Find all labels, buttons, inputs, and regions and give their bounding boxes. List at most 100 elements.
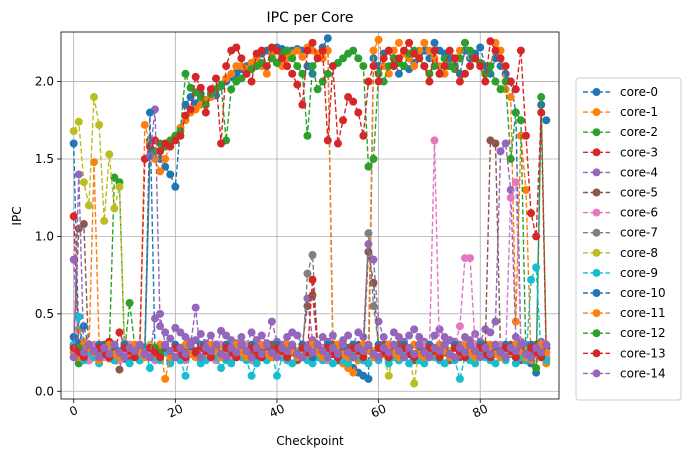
data-point: [206, 353, 215, 362]
data-point: [450, 54, 459, 63]
data-point: [293, 46, 302, 55]
data-point: [161, 162, 170, 171]
legend-label: core-3: [620, 145, 658, 159]
data-point: [521, 185, 530, 194]
data-point: [308, 250, 317, 259]
data-point: [176, 131, 185, 140]
data-point: [262, 340, 271, 349]
data-point: [74, 170, 83, 179]
legend-label: core-13: [620, 346, 666, 360]
data-point: [161, 340, 170, 349]
data-point: [339, 54, 348, 63]
data-point: [410, 325, 419, 334]
legend-marker: [592, 309, 601, 318]
data-point: [537, 108, 546, 117]
legend-marker: [592, 108, 601, 117]
data-point: [344, 93, 353, 102]
data-point: [181, 371, 190, 380]
data-point: [110, 340, 119, 349]
data-point: [521, 131, 530, 140]
data-point: [527, 209, 536, 218]
data-point: [272, 371, 281, 380]
data-point: [298, 100, 307, 109]
data-point: [145, 353, 154, 362]
data-point: [486, 350, 495, 359]
data-point: [455, 322, 464, 331]
legend-label: core-4: [620, 165, 658, 179]
data-point: [511, 108, 520, 117]
data-point: [217, 364, 226, 373]
data-point: [303, 131, 312, 140]
legend-marker: [592, 188, 601, 197]
data-point: [379, 333, 388, 342]
data-point: [211, 74, 220, 83]
data-point: [491, 77, 500, 86]
data-point: [369, 154, 378, 163]
data-point: [410, 379, 419, 388]
data-point: [110, 173, 119, 182]
data-point: [293, 80, 302, 89]
data-point: [384, 371, 393, 380]
data-point: [283, 46, 292, 55]
data-point: [272, 58, 281, 67]
data-point: [262, 69, 271, 78]
legend-label: core-1: [620, 105, 658, 119]
data-point: [476, 62, 485, 71]
data-point: [90, 93, 99, 102]
data-point: [79, 220, 88, 229]
data-point: [171, 323, 180, 332]
y-tick-label: 0.0: [35, 384, 54, 398]
data-point: [516, 340, 525, 349]
data-point: [69, 333, 78, 342]
data-point: [125, 359, 134, 368]
data-point: [100, 216, 109, 225]
data-point: [293, 62, 302, 71]
legend-entry: core-11: [583, 306, 666, 320]
data-point: [384, 69, 393, 78]
data-point: [389, 340, 398, 349]
series-layer: [69, 34, 551, 388]
data-point: [511, 359, 520, 368]
y-tick-label: 1.5: [35, 152, 54, 166]
legend-marker: [592, 168, 601, 177]
data-point: [222, 74, 231, 83]
data-point: [344, 359, 353, 368]
data-point: [359, 131, 368, 140]
data-point: [359, 353, 368, 362]
data-point: [145, 142, 154, 151]
data-point: [196, 83, 205, 92]
data-point: [476, 353, 485, 362]
data-point: [84, 340, 93, 349]
data-point: [450, 353, 459, 362]
data-point: [313, 85, 322, 94]
data-point: [115, 182, 124, 191]
legend-marker: [592, 208, 601, 217]
data-point: [272, 353, 281, 362]
data-point: [481, 343, 490, 352]
data-point: [79, 322, 88, 331]
data-point: [344, 348, 353, 357]
data-point: [313, 340, 322, 349]
data-point: [166, 170, 175, 179]
data-point: [283, 353, 292, 362]
data-point: [481, 77, 490, 86]
data-point: [450, 65, 459, 74]
data-point: [318, 46, 327, 55]
data-point: [511, 333, 520, 342]
legend-label: core-5: [620, 186, 658, 200]
data-point: [95, 120, 104, 129]
data-point: [354, 108, 363, 117]
data-point: [110, 204, 119, 213]
data-point: [420, 38, 429, 47]
x-tick-label: 60: [369, 401, 389, 420]
data-point: [374, 35, 383, 44]
data-point: [455, 374, 464, 383]
data-point: [491, 317, 500, 326]
data-point: [69, 139, 78, 148]
data-point: [496, 54, 505, 63]
data-point: [227, 69, 236, 78]
legend-entry: core-6: [583, 206, 658, 220]
data-point: [328, 359, 337, 368]
data-point: [511, 178, 520, 187]
data-point: [308, 275, 317, 284]
